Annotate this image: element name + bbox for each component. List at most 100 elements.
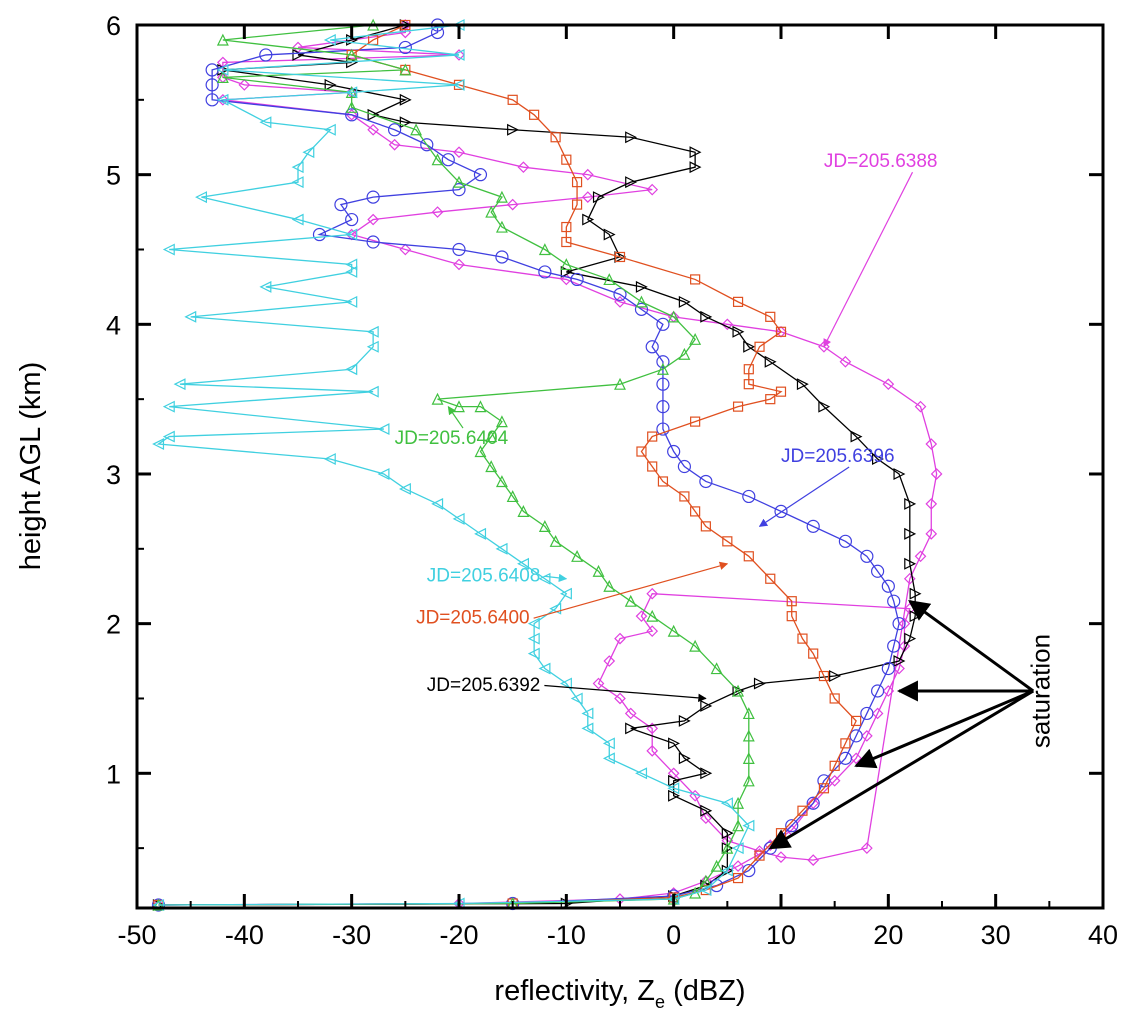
data-point — [774, 504, 788, 518]
data-point — [829, 693, 840, 704]
data-point — [850, 430, 863, 443]
data-point — [603, 228, 616, 241]
data-point — [538, 520, 551, 532]
data-point — [806, 796, 820, 810]
data-point — [765, 573, 776, 584]
data-point — [742, 489, 756, 504]
data-point — [624, 594, 637, 607]
data-point — [904, 632, 917, 645]
data-point — [689, 789, 701, 802]
data-point — [581, 168, 594, 181]
data-point — [678, 752, 691, 765]
data-point — [538, 265, 552, 279]
data-point — [647, 431, 658, 442]
series-annotation: JD=205.6404 — [395, 428, 509, 449]
data-point — [570, 692, 583, 705]
data-point — [893, 468, 906, 480]
data-point — [732, 796, 745, 809]
data-point — [205, 78, 219, 92]
y-tick-label: 1 — [106, 759, 121, 789]
data-point — [495, 190, 508, 203]
data-point — [898, 617, 911, 630]
data-point — [485, 460, 498, 473]
data-point — [656, 362, 669, 375]
data-point — [887, 639, 901, 653]
data-point — [624, 707, 637, 720]
data-point — [689, 639, 702, 652]
data-point — [345, 86, 358, 99]
data-point — [527, 617, 540, 630]
x-tick-label: 10 — [766, 920, 796, 950]
data-point — [838, 534, 853, 548]
data-point — [592, 191, 605, 204]
annotation-arrow — [544, 684, 707, 703]
data-point — [754, 341, 765, 352]
data-point — [732, 684, 745, 697]
data-point — [366, 325, 379, 338]
data-point — [742, 751, 755, 764]
plot-frame — [135, 23, 1105, 910]
data-point — [216, 71, 229, 83]
series-JD=205.6392 — [152, 19, 922, 911]
data-point — [881, 661, 895, 676]
data-point — [742, 774, 755, 787]
data-point — [732, 325, 745, 338]
data-point — [367, 108, 380, 121]
data-point — [851, 715, 862, 727]
data-point — [689, 161, 702, 174]
data-point — [345, 295, 358, 308]
data-point — [506, 490, 519, 503]
annotation-arrow — [758, 466, 850, 527]
data-point — [699, 884, 712, 897]
data-point — [634, 302, 649, 316]
data-point — [473, 168, 488, 182]
data-point — [925, 527, 938, 540]
data-point — [452, 78, 465, 91]
data-point — [764, 355, 777, 368]
data-point — [678, 714, 691, 727]
data-point — [603, 273, 616, 286]
series-annotation: JD=205.6408 — [427, 566, 541, 587]
data-point — [453, 400, 465, 413]
data-point — [818, 670, 830, 682]
data-point — [678, 347, 691, 360]
data-point — [656, 317, 670, 331]
data-point — [323, 123, 336, 136]
data-point — [431, 206, 444, 218]
data-point — [699, 874, 712, 887]
data-point — [506, 198, 519, 211]
data-point — [882, 685, 895, 697]
saturation-arrow — [768, 689, 1035, 850]
data-point — [527, 632, 540, 645]
data-point — [517, 557, 530, 570]
data-point — [334, 197, 348, 212]
data-point — [645, 340, 659, 354]
data-point — [635, 280, 648, 293]
data-point — [399, 116, 412, 129]
data-point — [431, 497, 444, 510]
annotation-arrow — [447, 405, 464, 429]
data-point — [840, 738, 851, 749]
series-JD=205.6408 — [152, 19, 755, 911]
data-point — [700, 767, 713, 780]
data-point — [829, 760, 840, 771]
data-point — [689, 886, 702, 899]
data-point — [377, 468, 390, 480]
saturation-arrow — [908, 599, 1035, 693]
data-point — [345, 265, 358, 278]
data-point — [399, 63, 412, 76]
data-point — [667, 444, 681, 459]
data-point — [507, 123, 520, 136]
data-point — [667, 782, 680, 795]
data-point — [561, 154, 572, 165]
y-tick-label: 5 — [106, 161, 121, 191]
series-line — [158, 24, 916, 906]
data-point — [345, 108, 358, 121]
data-point — [893, 655, 906, 668]
data-point — [291, 161, 304, 174]
data-point — [217, 93, 229, 106]
y-tick-label: 4 — [106, 310, 121, 340]
data-point — [742, 729, 755, 742]
data-point — [592, 564, 605, 577]
